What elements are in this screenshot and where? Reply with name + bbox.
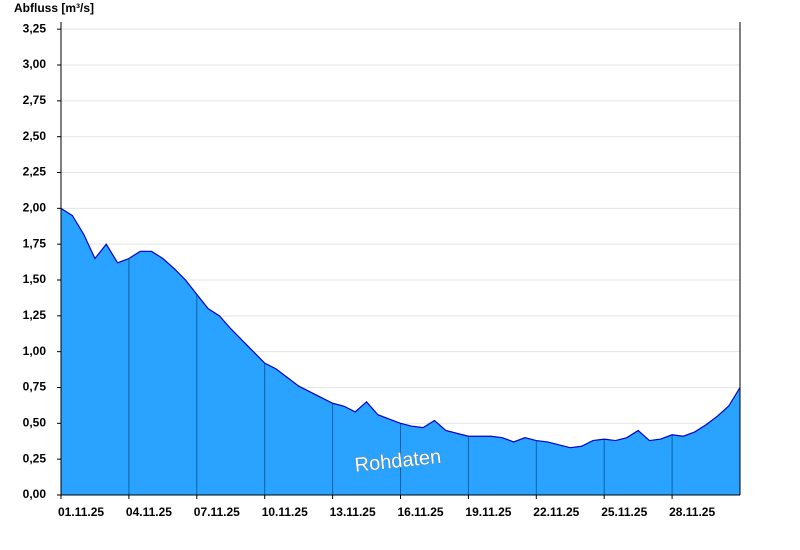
chart-title: Abfluss [m³/s] [14,1,94,15]
x-tick-label: 07.11.25 [194,505,240,519]
y-tick-label: 0,25 [23,451,47,465]
x-tick-label: 22.11.25 [533,505,579,519]
y-tick-label: 1,25 [23,308,47,322]
y-tick-label: 2,50 [23,129,47,143]
x-tick-label: 16.11.25 [398,505,444,519]
y-tick-label: 2,00 [23,201,47,215]
y-tick-label: 0,00 [23,487,47,501]
y-tick-label: 3,00 [23,57,47,71]
y-tick-label: 0,50 [23,416,47,430]
y-tick-label: 2,75 [23,93,47,107]
y-tick-label: 3,25 [23,21,47,35]
line [60,207,741,449]
y-tick-label: 0,75 [23,380,47,394]
x-tick-label: 25.11.25 [601,505,647,519]
y-tick-label: 1,50 [23,272,47,286]
x-tick-label: 19.11.25 [465,505,511,519]
area [61,208,740,496]
y-tick-label: 2,25 [23,165,47,179]
x-tick-label: 01.11.25 [58,505,104,519]
x-tick-label: 28.11.25 [669,505,715,519]
y-tick-label: 1,00 [23,344,47,358]
y-tick-label: 1,75 [23,236,47,250]
x-tick-label: 04.11.25 [126,505,172,519]
x-tick-label: 10.11.25 [262,505,308,519]
x-tick-label: 13.11.25 [330,505,376,519]
